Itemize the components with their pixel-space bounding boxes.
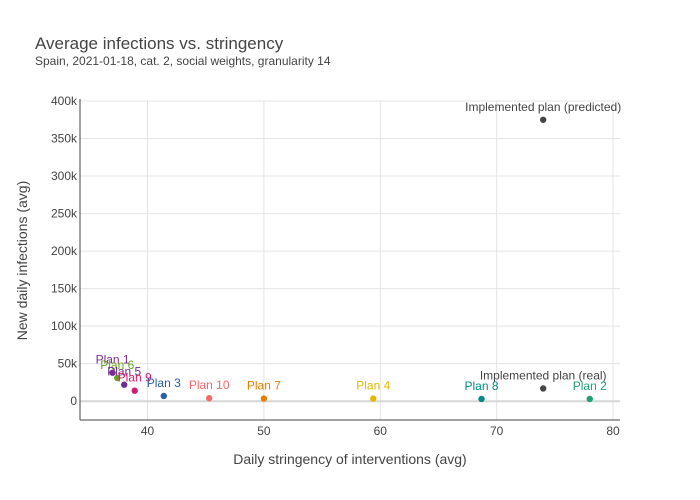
point-label: Plan 7 (247, 379, 281, 393)
data-point (539, 116, 547, 123)
point-label: Plan 5 (107, 365, 141, 379)
point-label: Plan 1 (96, 353, 130, 367)
point-label: Plan 9 (118, 371, 152, 385)
data-point (370, 395, 377, 402)
data-point (205, 395, 213, 402)
y-tick-label: 100k (51, 319, 78, 333)
data-point (260, 395, 268, 402)
point-label: Plan 3 (147, 376, 181, 390)
data-point (109, 369, 116, 376)
point-label: Plan 8 (464, 379, 498, 393)
data-point (160, 392, 167, 400)
data-point (478, 395, 485, 403)
point-label: Plan 6 (100, 358, 134, 372)
point-label: Plan 4 (356, 379, 390, 393)
x-tick-label: 70 (490, 424, 504, 438)
x-axis-title: Daily stringency of interventions (avg) (233, 451, 466, 467)
x-tick-label: 50 (257, 424, 271, 438)
chart-subtitle: Spain, 2021-01-18, cat. 2, social weight… (35, 54, 331, 68)
data-point (586, 395, 593, 403)
data-point (114, 374, 121, 382)
x-tick-label: 80 (606, 424, 620, 438)
y-tick-label: 250k (51, 207, 78, 221)
x-tick-label: 40 (141, 424, 155, 438)
data-point (539, 385, 547, 392)
y-tick-label: 150k (51, 282, 78, 296)
point-label: Implemented plan (real) (480, 368, 607, 382)
y-tick-label: 300k (51, 169, 78, 183)
chart-title: Average infections vs. stringency (35, 34, 284, 53)
data-point (131, 387, 138, 394)
y-tick-label: 200k (51, 244, 78, 258)
data-point (121, 381, 128, 388)
y-tick-label: 50k (58, 357, 78, 371)
point-label: Implemented plan (predicted) (465, 100, 621, 114)
y-tick-label: 350k (51, 132, 78, 146)
y-axis-title: New daily infections (avg) (14, 181, 30, 341)
point-label: Plan 2 (573, 379, 607, 393)
y-tick-label: 0 (70, 394, 77, 408)
y-tick-label: 400k (51, 94, 78, 108)
x-tick-label: 60 (374, 424, 388, 438)
point-label: Plan 10 (189, 378, 230, 392)
